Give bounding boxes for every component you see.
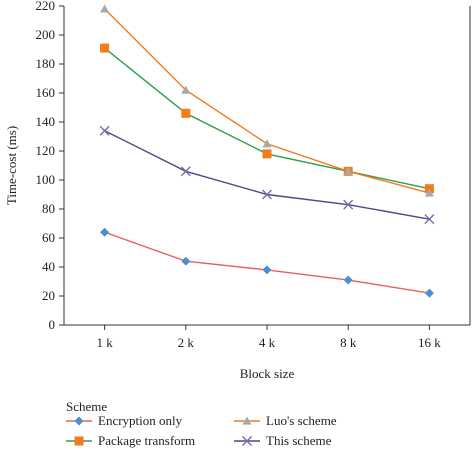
- series-luo-s-scheme: [100, 4, 434, 197]
- data-point: [181, 108, 191, 118]
- data-point: [242, 436, 252, 446]
- legend-item: Luo's scheme: [234, 413, 337, 428]
- data-point-stroke: [343, 199, 354, 210]
- y-tick-label: 100: [36, 172, 56, 187]
- chart-axes: 0 20 40 60 80 100 120 140 160 180 200 220 1 k 2 k 4 k 8…: [36, 0, 471, 350]
- data-point: [262, 139, 272, 148]
- data-point: [343, 199, 354, 210]
- data-point: [262, 149, 272, 159]
- data-point: [242, 416, 252, 425]
- y-tick-label: 80: [42, 201, 55, 216]
- chart-series: [99, 4, 435, 298]
- data-point-stroke: [424, 214, 435, 225]
- series-line: [104, 231, 430, 294]
- y-tick-label: 120: [36, 143, 56, 158]
- data-point: [100, 4, 110, 13]
- legend-label: Luo's scheme: [266, 413, 337, 428]
- data-point: [181, 85, 191, 94]
- y-tick-label: 200: [36, 27, 56, 42]
- data-point: [99, 125, 110, 136]
- legend-item: Encryption only: [66, 413, 183, 428]
- legend-item: This scheme: [234, 433, 332, 448]
- x-axis-label: Block size: [240, 366, 295, 381]
- data-point: [343, 166, 353, 175]
- y-tick-label: 20: [42, 288, 55, 303]
- data-point-stroke: [262, 189, 272, 200]
- legend: Scheme Encryption only Package transform L…: [66, 399, 337, 448]
- y-tick-label: 140: [36, 114, 56, 129]
- y-tick-label: 220: [36, 0, 56, 13]
- data-point: [424, 188, 434, 197]
- y-axis-label: Time-cost (ms): [4, 126, 19, 205]
- y-tick-label: 60: [42, 230, 55, 245]
- series-line: [104, 47, 430, 190]
- legend-label: Encryption only: [98, 413, 183, 428]
- series-package-transform: [100, 43, 434, 194]
- data-point: [180, 166, 191, 177]
- y-tick-label: 180: [36, 56, 56, 71]
- data-point: [343, 275, 353, 285]
- data-point: [181, 256, 191, 266]
- series-this-scheme: [99, 125, 435, 225]
- data-point: [74, 416, 84, 426]
- y-tick-label: 40: [42, 259, 55, 274]
- data-point-stroke: [99, 125, 110, 136]
- series-line: [104, 8, 430, 194]
- x-tick-label: 1 k: [96, 335, 113, 350]
- data-point: [424, 288, 434, 298]
- series-encryption-only: [100, 227, 434, 298]
- x-tick-label: 16 k: [418, 335, 441, 350]
- legend-item: Package transform: [66, 433, 195, 448]
- data-point: [262, 189, 272, 200]
- data-point: [100, 227, 110, 237]
- data-point: [424, 214, 435, 225]
- x-tick-label: 4 k: [259, 335, 276, 350]
- y-tick-label: 0: [49, 317, 56, 332]
- data-point: [100, 43, 110, 53]
- legend-title: Scheme: [66, 399, 107, 414]
- data-point-stroke: [242, 436, 252, 446]
- legend-label: Package transform: [98, 433, 195, 448]
- y-tick-label: 160: [36, 85, 56, 100]
- legend-label: This scheme: [266, 433, 332, 448]
- data-point: [74, 436, 84, 446]
- x-tick-label: 8 k: [340, 335, 357, 350]
- x-tick-label: 2 k: [178, 335, 195, 350]
- data-point: [262, 265, 272, 275]
- data-point-stroke: [180, 166, 191, 177]
